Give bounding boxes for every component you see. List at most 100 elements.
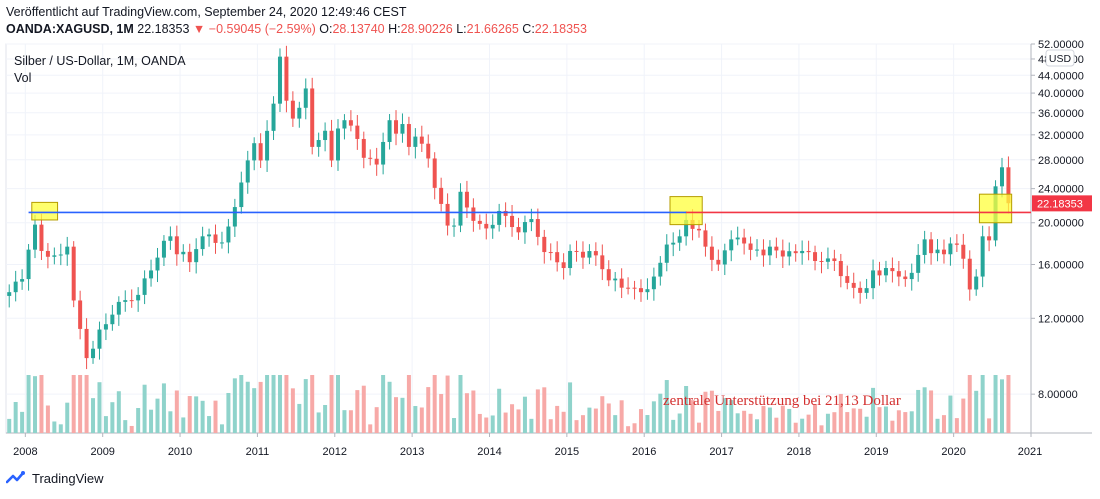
last-price-tag [1032,195,1092,212]
candle [213,234,218,243]
volume-bar [123,420,128,433]
candle [941,249,946,255]
volume-bar [207,416,212,433]
candle [600,255,605,270]
volume-bar [864,416,869,433]
volume-bar [394,397,399,433]
volume-bar [961,398,966,433]
candle [161,240,166,258]
highlight-box [978,193,1013,224]
volume-bar [922,387,927,433]
candle [858,287,863,293]
volume-bar [84,375,89,433]
candle [207,234,212,237]
candle [419,136,424,144]
volume-bar [245,381,250,433]
price-chart[interactable]: 8.00000 12.00000 16.00000 20.00000 24.00000 2… [0,0,1100,470]
volume-bar [941,415,946,433]
candle [619,278,624,288]
candle [703,230,708,247]
volume-bar [587,407,592,433]
volume-bar [490,415,495,433]
x-tick-label: 2018 [787,446,811,458]
candle [174,236,179,255]
volume-bar [265,375,270,433]
volume-bar [542,387,547,433]
volume-bar [277,375,282,433]
candle [187,251,192,263]
candle [677,236,682,243]
candle [194,249,199,263]
candle [33,224,38,250]
candle [290,100,295,119]
volume-bar [999,379,1004,433]
volume-bar [980,375,985,433]
candle [697,228,702,231]
volume-bar [516,409,521,433]
candle [632,287,637,289]
candle [277,56,282,104]
candle [948,243,953,255]
candle [297,107,302,119]
candle [316,140,321,147]
volume-bar [142,384,147,433]
candle [909,272,914,280]
volume-bar [535,389,540,433]
candle [535,219,540,237]
volume-bar [529,418,534,433]
volume-bar [954,418,959,433]
volume-bar [226,392,231,433]
y-tick-label: 24.00000 [1038,184,1084,196]
volume-bar [136,408,141,433]
candle [310,88,315,147]
volume-bar [645,415,650,433]
candle [890,268,895,272]
volume-bar [845,412,850,433]
candle [265,130,270,161]
volume-bar [329,375,334,433]
volume-bar [45,405,50,433]
volume-bar [110,402,115,433]
candle [580,251,585,258]
candle [793,251,798,254]
candle [845,276,850,283]
volume-label: Vol [14,71,31,85]
open-label: O: [319,22,333,36]
volume-bar [452,418,457,433]
highlight-box [31,201,59,221]
volume-bar [626,426,631,433]
open-value: 28.13740 [332,22,385,36]
candle [20,279,25,282]
candle [613,278,618,281]
x-tick-label: 2011 [246,446,270,458]
candle [381,141,386,165]
candle [39,224,44,251]
candle [645,289,650,293]
volume-bar [755,419,760,433]
candle [394,120,399,134]
volume-bar [948,395,953,433]
candle [497,210,502,225]
volume-bar [65,402,70,433]
tradingview-logo-icon [6,471,25,484]
volume-bar [697,422,702,433]
candle [896,271,901,277]
candle [181,251,186,255]
volume-bar [161,383,166,433]
candle [780,250,785,257]
candle [329,130,334,161]
volume-bar [39,375,44,433]
down-arrow-icon: ▼ [192,22,206,36]
volume-bar [445,375,450,433]
y-tick-label: 8.00000 [1038,389,1078,401]
volume-bar [671,419,676,433]
candle [103,324,108,330]
x-tick-label: 2009 [90,446,114,458]
high-label: H: [388,22,401,36]
candle [245,160,250,183]
volume-bar [116,391,121,433]
volume-bar [342,410,347,433]
volume-bar [432,375,437,433]
x-tick-label: 2016 [632,446,656,458]
candle [574,250,579,252]
